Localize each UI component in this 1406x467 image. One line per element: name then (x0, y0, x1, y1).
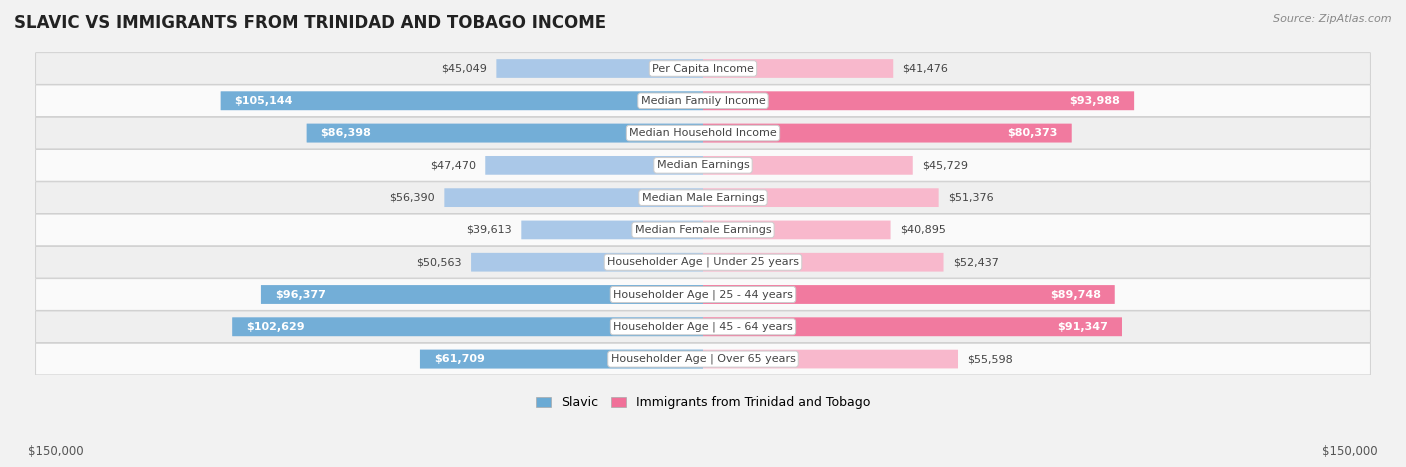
FancyBboxPatch shape (703, 220, 890, 239)
FancyBboxPatch shape (35, 182, 1371, 213)
Text: $86,398: $86,398 (321, 128, 371, 138)
FancyBboxPatch shape (703, 124, 1071, 142)
Text: SLAVIC VS IMMIGRANTS FROM TRINIDAD AND TOBAGO INCOME: SLAVIC VS IMMIGRANTS FROM TRINIDAD AND T… (14, 14, 606, 32)
Text: Source: ZipAtlas.com: Source: ZipAtlas.com (1274, 14, 1392, 24)
FancyBboxPatch shape (703, 59, 893, 78)
Text: Householder Age | 45 - 64 years: Householder Age | 45 - 64 years (613, 322, 793, 332)
FancyBboxPatch shape (307, 124, 703, 142)
Text: $93,988: $93,988 (1070, 96, 1121, 106)
FancyBboxPatch shape (35, 149, 1371, 181)
Text: $91,347: $91,347 (1057, 322, 1108, 332)
FancyBboxPatch shape (703, 253, 943, 272)
Text: $96,377: $96,377 (274, 290, 326, 299)
Text: $56,390: $56,390 (389, 193, 436, 203)
FancyBboxPatch shape (35, 279, 1371, 311)
FancyBboxPatch shape (35, 311, 1371, 343)
FancyBboxPatch shape (703, 156, 912, 175)
Text: Median Household Income: Median Household Income (628, 128, 778, 138)
Text: $52,437: $52,437 (953, 257, 998, 267)
Text: Per Capita Income: Per Capita Income (652, 64, 754, 73)
Text: $150,000: $150,000 (28, 445, 84, 458)
FancyBboxPatch shape (485, 156, 703, 175)
Text: $47,470: $47,470 (430, 160, 477, 170)
Text: Householder Age | Over 65 years: Householder Age | Over 65 years (610, 354, 796, 364)
FancyBboxPatch shape (35, 343, 1371, 375)
Text: $51,376: $51,376 (948, 193, 994, 203)
Text: $89,748: $89,748 (1050, 290, 1101, 299)
FancyBboxPatch shape (703, 188, 939, 207)
FancyBboxPatch shape (703, 350, 957, 368)
FancyBboxPatch shape (262, 285, 703, 304)
FancyBboxPatch shape (703, 92, 1135, 110)
FancyBboxPatch shape (703, 92, 1135, 110)
Text: Median Female Earnings: Median Female Earnings (634, 225, 772, 235)
FancyBboxPatch shape (703, 318, 1122, 336)
Text: Householder Age | Under 25 years: Householder Age | Under 25 years (607, 257, 799, 268)
FancyBboxPatch shape (35, 247, 1371, 278)
Text: Median Family Income: Median Family Income (641, 96, 765, 106)
FancyBboxPatch shape (471, 253, 703, 272)
Text: $80,373: $80,373 (1008, 128, 1057, 138)
FancyBboxPatch shape (262, 285, 703, 304)
FancyBboxPatch shape (703, 285, 1115, 304)
Text: $102,629: $102,629 (246, 322, 305, 332)
FancyBboxPatch shape (35, 214, 1371, 246)
Text: $150,000: $150,000 (1322, 445, 1378, 458)
Text: $39,613: $39,613 (467, 225, 512, 235)
FancyBboxPatch shape (221, 92, 703, 110)
Legend: Slavic, Immigrants from Trinidad and Tobago: Slavic, Immigrants from Trinidad and Tob… (531, 391, 875, 414)
FancyBboxPatch shape (420, 350, 703, 368)
Text: Median Male Earnings: Median Male Earnings (641, 193, 765, 203)
FancyBboxPatch shape (703, 124, 1071, 142)
Text: Householder Age | 25 - 44 years: Householder Age | 25 - 44 years (613, 289, 793, 300)
FancyBboxPatch shape (522, 220, 703, 239)
Text: $55,598: $55,598 (967, 354, 1012, 364)
FancyBboxPatch shape (232, 318, 703, 336)
FancyBboxPatch shape (703, 318, 1122, 336)
Text: $105,144: $105,144 (235, 96, 292, 106)
FancyBboxPatch shape (35, 117, 1371, 149)
FancyBboxPatch shape (35, 53, 1371, 85)
Text: $40,895: $40,895 (900, 225, 946, 235)
FancyBboxPatch shape (307, 124, 703, 142)
FancyBboxPatch shape (221, 92, 703, 110)
FancyBboxPatch shape (232, 318, 703, 336)
FancyBboxPatch shape (444, 188, 703, 207)
Text: $41,476: $41,476 (903, 64, 948, 73)
Text: $45,729: $45,729 (922, 160, 967, 170)
FancyBboxPatch shape (703, 285, 1115, 304)
FancyBboxPatch shape (496, 59, 703, 78)
FancyBboxPatch shape (35, 85, 1371, 117)
Text: Median Earnings: Median Earnings (657, 160, 749, 170)
Text: $45,049: $45,049 (441, 64, 488, 73)
Text: $50,563: $50,563 (416, 257, 463, 267)
Text: $61,709: $61,709 (433, 354, 485, 364)
FancyBboxPatch shape (420, 350, 703, 368)
